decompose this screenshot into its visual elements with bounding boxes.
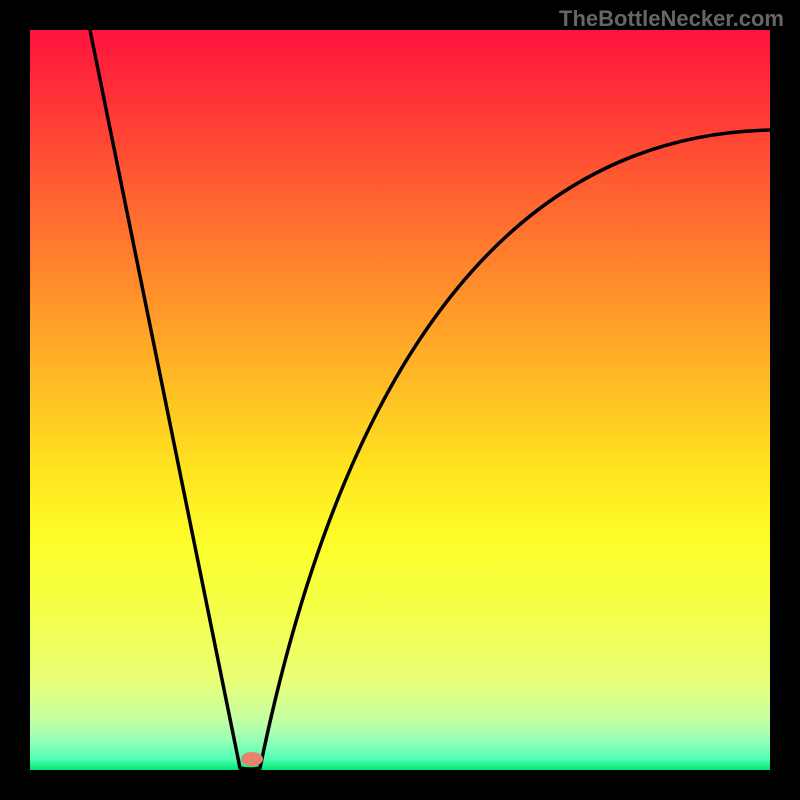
trough-marker — [241, 752, 263, 766]
watermark-text: TheBottleNecker.com — [559, 6, 784, 32]
chart-svg — [30, 30, 770, 770]
chart-container: TheBottleNecker.com — [0, 0, 800, 800]
gradient-background — [30, 30, 770, 770]
plot-area — [30, 30, 770, 770]
